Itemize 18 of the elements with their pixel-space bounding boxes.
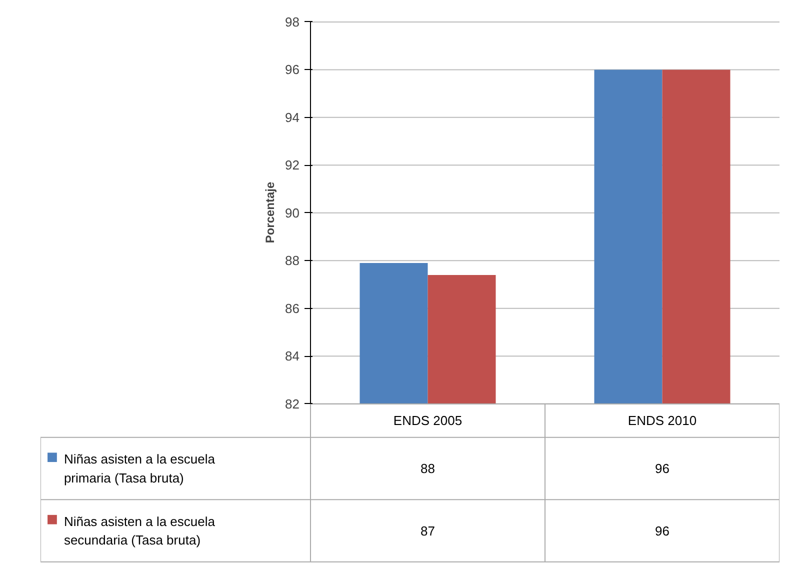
y-axis-title: Porcentaje bbox=[263, 181, 278, 244]
x-tick-label: ENDS 2005 bbox=[393, 413, 462, 428]
legend-label: Niñas asisten a la escuela primaria (Tasa bruta) bbox=[64, 452, 216, 486]
x-tick-label: ENDS 2010 bbox=[628, 413, 697, 428]
y-tick-label: 82 bbox=[285, 396, 300, 412]
y-tick-label: 94 bbox=[285, 110, 300, 125]
y-tick-label: 96 bbox=[285, 62, 300, 78]
y-tick-label: 84 bbox=[285, 348, 300, 364]
data-label: 87 bbox=[420, 523, 435, 538]
data-label: 96 bbox=[655, 461, 670, 476]
y-tick-label: 86 bbox=[285, 300, 300, 316]
y-tick-label: 92 bbox=[285, 158, 300, 173]
y-tick-label: 90 bbox=[285, 205, 300, 220]
y-tick-label: 98 bbox=[285, 14, 300, 30]
legend-label: Niñas asisten a la escuela secundaria (Tasa bruta) bbox=[64, 514, 216, 548]
data-label: 96 bbox=[655, 523, 670, 538]
y-tick-label: 88 bbox=[285, 253, 300, 268]
data-label: 88 bbox=[420, 461, 435, 476]
